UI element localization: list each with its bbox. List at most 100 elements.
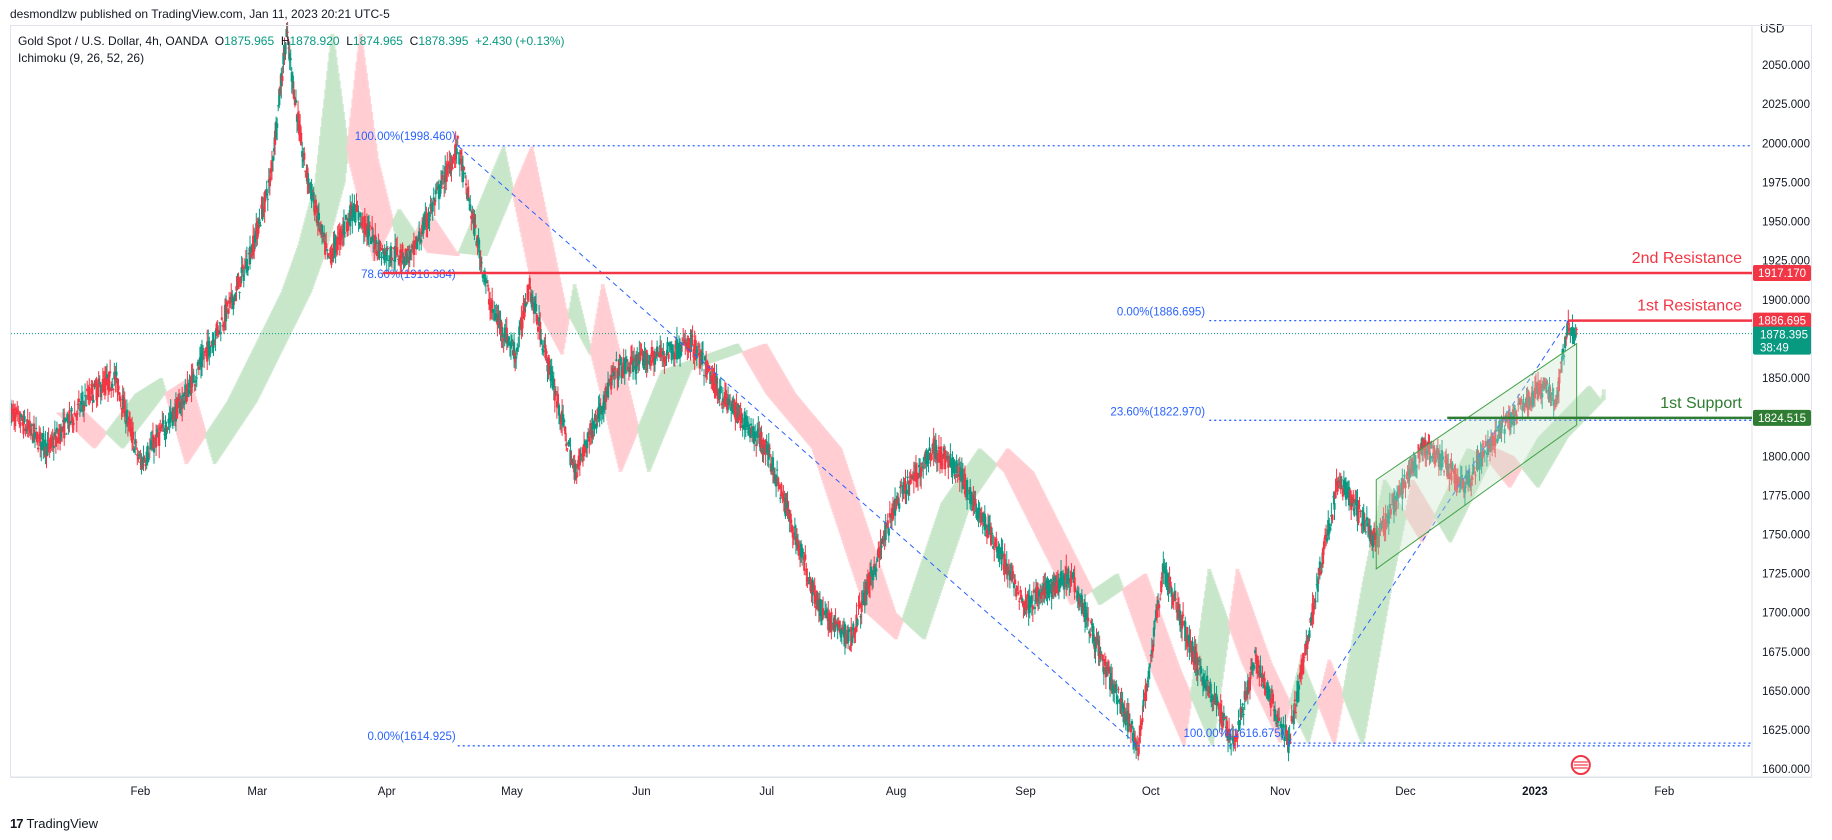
candle-body <box>545 351 548 354</box>
candle-body <box>1269 698 1272 708</box>
candle-body <box>193 384 196 386</box>
candle-body <box>89 395 92 401</box>
candle-body <box>925 450 928 465</box>
candle-body <box>245 258 248 273</box>
candle-body <box>204 350 207 353</box>
candle-body <box>986 524 990 538</box>
candle-body <box>1548 384 1551 400</box>
candle-body <box>563 419 566 423</box>
candle-body <box>246 265 250 271</box>
legend-symbol[interactable]: Gold Spot / U.S. Dollar, 4h, OANDA <box>18 34 209 48</box>
candle-body <box>1564 336 1567 348</box>
candle-body <box>166 427 169 429</box>
candle-body <box>1297 685 1301 690</box>
legend-o-label: O <box>214 34 225 48</box>
candle-body <box>18 413 21 425</box>
candle-body <box>292 89 295 99</box>
candle-body <box>1494 430 1497 447</box>
candle-body <box>1058 584 1062 589</box>
candle-body <box>1263 678 1266 685</box>
candle-body <box>1088 631 1091 634</box>
candle-body <box>240 267 243 274</box>
candle-body <box>506 340 509 347</box>
x-tick-label: Oct <box>1142 786 1161 798</box>
candle-body <box>209 346 212 354</box>
candle-body <box>405 253 408 265</box>
candle-body <box>426 221 429 226</box>
candle-body <box>1230 744 1233 746</box>
candle-body <box>1053 580 1056 596</box>
candle-body <box>142 456 145 464</box>
candle-body <box>1460 474 1463 478</box>
candle-body <box>312 192 315 203</box>
candle-body <box>1008 570 1011 581</box>
candle-body <box>1404 482 1407 489</box>
candle-body <box>853 631 856 638</box>
candle-body <box>375 240 378 244</box>
candle-body <box>242 274 245 281</box>
candle-body <box>1474 474 1477 476</box>
candle-body <box>909 475 912 479</box>
candle-body <box>77 398 80 403</box>
candle-body <box>1416 451 1420 454</box>
candle-body <box>771 457 775 472</box>
candle-body <box>42 433 45 451</box>
footer-brand[interactable]: TradingView <box>26 816 99 831</box>
candle-body <box>1070 574 1073 580</box>
candle-body <box>225 301 229 307</box>
candle-body <box>412 240 415 256</box>
candle-body <box>385 247 388 261</box>
candle-body <box>566 448 569 450</box>
candle-body <box>213 344 216 346</box>
legend-indicator[interactable]: Ichimoku (9, 26, 52, 26) <box>18 51 145 65</box>
candle-body <box>983 513 986 531</box>
candle-body <box>1086 613 1089 618</box>
candle-body <box>912 472 915 481</box>
candle-body <box>1021 598 1024 602</box>
candle-body <box>497 314 500 322</box>
candle-body <box>670 345 673 361</box>
candle-body <box>327 253 330 258</box>
candle-body <box>640 350 643 356</box>
candle-body <box>75 413 78 421</box>
candle-body <box>977 507 980 519</box>
candle-body <box>1262 682 1265 689</box>
axis-currency-label: USD <box>1760 23 1784 35</box>
candle-body <box>1137 748 1140 757</box>
candle-body <box>127 416 131 421</box>
candle-body <box>803 556 806 571</box>
candle-body <box>182 394 185 397</box>
candle-body <box>1306 641 1309 650</box>
candle-body <box>336 236 339 251</box>
candle-body <box>92 399 95 403</box>
candle-body <box>52 445 55 449</box>
candle-body <box>1497 425 1500 432</box>
candle-body <box>1465 476 1469 485</box>
candle-body <box>187 389 190 397</box>
candle-body <box>1103 659 1106 666</box>
candle-body <box>1552 399 1555 406</box>
candle-body <box>94 380 97 387</box>
candle-body <box>1221 716 1224 728</box>
candle-body <box>216 325 219 335</box>
candle-body <box>895 499 898 509</box>
candle-body <box>468 198 471 202</box>
candle-body <box>1382 519 1385 533</box>
fib1-label-78: 78.60%(1916.384) <box>361 269 456 281</box>
candle-body <box>1280 724 1283 728</box>
candle-body <box>802 552 805 554</box>
candle-body <box>1304 643 1307 655</box>
candle-body <box>1069 578 1072 584</box>
candle-body <box>897 496 900 505</box>
candle-body <box>1565 336 1568 340</box>
candle-body <box>418 231 421 241</box>
candle-body <box>1335 481 1338 487</box>
candle-body <box>1087 617 1090 622</box>
candle-body <box>1170 588 1173 597</box>
candle-body <box>483 271 486 283</box>
candle-body <box>868 571 872 586</box>
candle-body <box>1118 699 1121 703</box>
candle-body <box>1511 409 1515 416</box>
candle-body <box>936 453 939 463</box>
